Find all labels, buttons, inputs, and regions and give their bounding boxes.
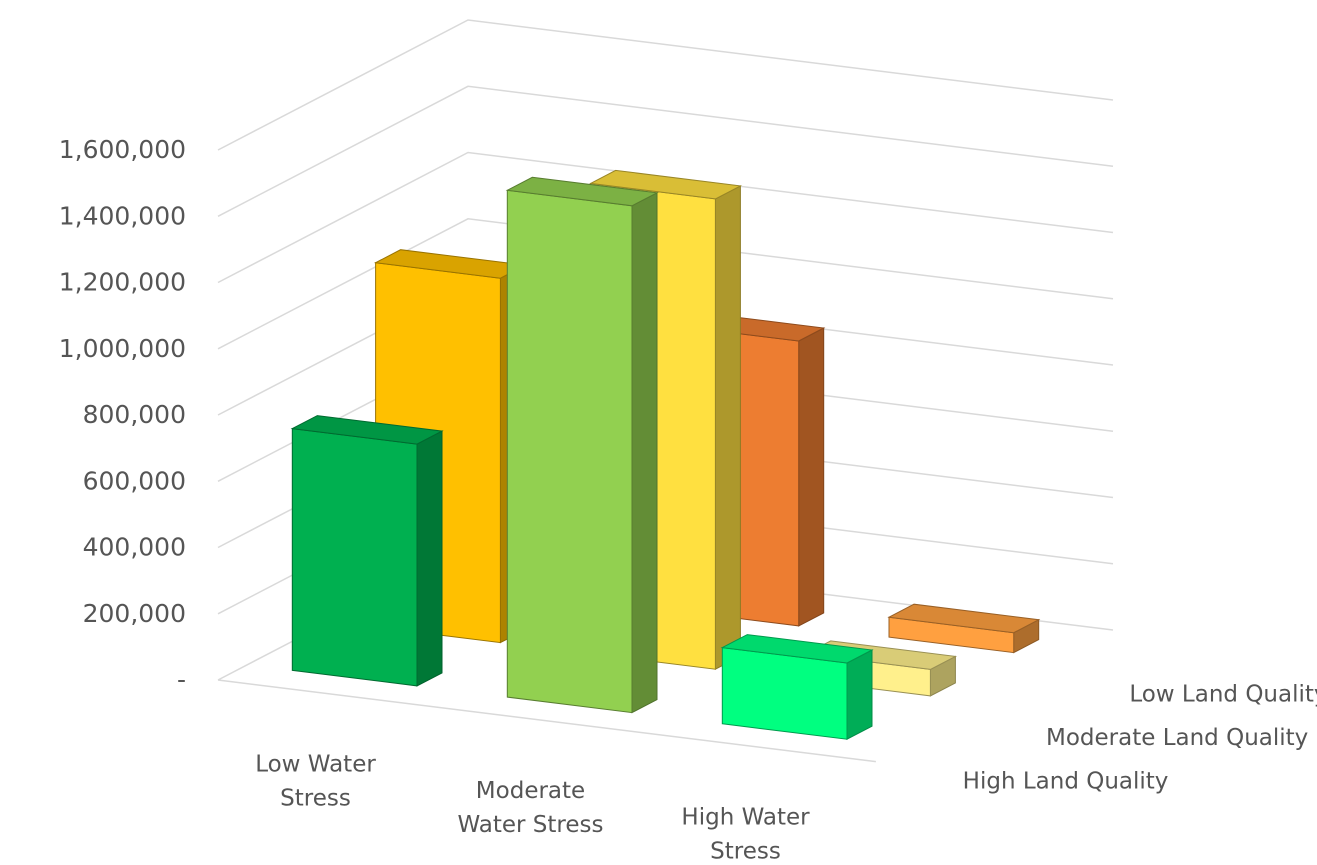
bar-side [714, 185, 741, 671]
category-label-high-water-stress: High Water Stress [681, 805, 810, 865]
bar-high-land-quality-high-water-stress [720, 634, 874, 741]
y-tick-label: 1,000,000 [59, 334, 186, 363]
gridline-6 [217, 151, 1114, 284]
bar-side [631, 191, 658, 714]
series-labels: High Land Quality Moderate Land Quality Lo… [963, 682, 1317, 795]
y-tick-label: 200,000 [83, 599, 186, 628]
bar-top [290, 415, 444, 445]
category-label-line: Low Water [255, 751, 376, 777]
y-tick-label: 1,200,000 [59, 268, 186, 297]
bar-high-land-quality-low-water-stress [290, 415, 444, 687]
series-label-moderate-land-quality: Moderate Land Quality [1046, 725, 1308, 751]
gridline-8 [217, 19, 1114, 151]
category-labels: Low Water Stress Moderate Water Stress High … [255, 751, 810, 864]
category-label-line: Stress [710, 839, 781, 865]
y-tick-label: 400,000 [83, 533, 186, 562]
y-tick-label: 800,000 [83, 400, 186, 429]
category-label-low-water-stress: Low Water Stress [255, 751, 376, 811]
category-label-moderate-water-stress: Moderate Water Stress [458, 778, 604, 838]
bar-top [720, 634, 874, 664]
y-tick-label: 600,000 [83, 466, 186, 495]
bar-side [846, 649, 873, 741]
floor-edge [217, 679, 876, 763]
y-axis-tick-labels: - 200,000 400,000 600,000 800,000 1,000,000 1,… [59, 135, 186, 694]
bar-front [291, 428, 418, 687]
bar-side [416, 430, 443, 687]
bars [290, 169, 1041, 741]
gridline-5 [217, 218, 1114, 350]
y-tick-label: - [177, 665, 186, 694]
bar-top [588, 169, 743, 200]
bar-top [505, 176, 659, 207]
bar-low-land-quality-high-water-stress [887, 603, 1041, 654]
category-label-line: Moderate [476, 778, 585, 804]
bar-top [887, 603, 1041, 634]
bar-front [506, 189, 633, 714]
category-label-line: Water Stress [458, 812, 604, 838]
gridline-7 [217, 85, 1114, 217]
series-label-low-land-quality: Low Land Quality [1129, 682, 1317, 708]
y-tick-label: 1,400,000 [59, 201, 186, 230]
category-label-line: High Water [681, 805, 810, 831]
y-tick-label: 1,600,000 [59, 135, 186, 164]
bar-side [798, 327, 825, 627]
category-label-line: Stress [280, 785, 351, 811]
bar-front [721, 647, 848, 740]
series-label-high-land-quality: High Land Quality [963, 768, 1169, 794]
bar-high-land-quality-moderate-water-stress [505, 176, 659, 714]
